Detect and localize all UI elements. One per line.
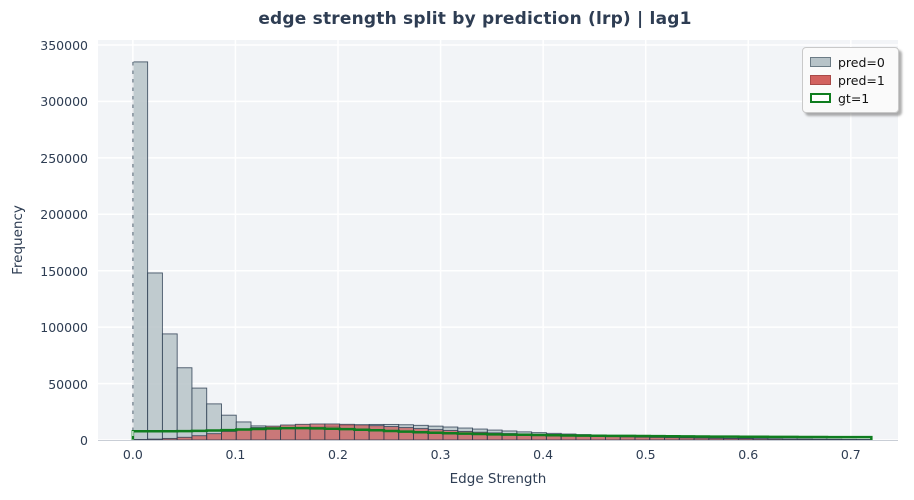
hist-bar-pred=1	[132, 438, 149, 440]
hist-bar-pred=1	[619, 436, 636, 440]
x-tick-label: 0.0	[122, 447, 143, 462]
y-tick-label: 150000	[40, 263, 88, 279]
hist-bar-pred=1	[235, 428, 252, 440]
legend-swatch-gt=1	[810, 93, 831, 103]
legend-swatch-pred=1	[810, 75, 831, 85]
hist-bar-pred=1	[826, 439, 843, 440]
hist-bar-pred=1	[339, 423, 355, 440]
y-tick-label: 350000	[40, 37, 88, 53]
hist-bar-pred=1	[811, 438, 828, 440]
hist-bar-pred=1	[206, 433, 222, 440]
x-tick-label: 0.4	[533, 447, 554, 462]
plot-area	[98, 40, 898, 441]
hist-bar-pred=1	[782, 438, 798, 440]
hist-bar-pred=1	[176, 436, 193, 440]
hist-bar-pred=1	[294, 423, 311, 440]
x-tick-label: 0.5	[635, 447, 656, 462]
y-tick-label: 300000	[40, 94, 88, 110]
hist-bar-pred=1	[723, 438, 739, 440]
hist-bar-pred=1	[324, 423, 341, 440]
hist-bar-pred=1	[427, 429, 444, 440]
hist-bar-pred=1	[737, 438, 754, 440]
hist-bar-pred=0	[147, 272, 163, 440]
hist-bar-pred=1	[147, 438, 163, 440]
y-tick-label: 200000	[40, 207, 88, 223]
hist-bar-pred=1	[221, 430, 237, 440]
hist-bar-pred=1	[708, 437, 725, 440]
hist-bar-pred=0	[191, 387, 208, 440]
hist-bar-pred=1	[442, 430, 459, 440]
hist-bar-pred=1	[368, 425, 385, 440]
hist-bar-pred=1	[605, 436, 621, 440]
y-tick-label: 100000	[40, 320, 88, 336]
legend: pred=0 pred=1 gt=1	[802, 47, 899, 113]
hist-bar-pred=1	[161, 437, 178, 440]
x-axis-label: Edge Strength	[449, 471, 547, 487]
y-tick-label: 50000	[48, 376, 88, 392]
histogram-canvas	[98, 40, 898, 440]
x-tick-label: 0.2	[328, 447, 348, 462]
hist-bar-pred=1	[634, 436, 651, 440]
x-tick-label: 0.3	[430, 447, 451, 462]
y-axis-ticks: 0 50000 100000 150000 200000 250000 300000 3500…	[0, 37, 88, 448]
x-axis-ticks: 0.0 0.1 0.2 0.3 0.4 0.5 0.6 0.7	[98, 447, 898, 463]
legend-label: gt=1	[838, 90, 870, 106]
y-tick-label: 0	[80, 433, 88, 448]
x-tick-label: 0.6	[738, 447, 759, 462]
x-tick-label: 0.7	[840, 447, 861, 462]
hist-bar-pred=1	[693, 437, 710, 440]
hist-bar-pred=1	[664, 437, 680, 440]
hist-bar-pred=0	[176, 367, 193, 440]
hist-bar-pred=1	[797, 438, 813, 440]
hist-bar-pred=1	[309, 423, 326, 440]
legend-label: pred=0	[838, 54, 885, 70]
hist-bar-pred=1	[413, 428, 429, 440]
hist-bar-pred=0	[132, 61, 149, 440]
hist-bar-pred=1	[752, 438, 769, 440]
legend-item: pred=1	[810, 71, 894, 89]
y-tick-label: 250000	[40, 150, 88, 166]
hist-bar-pred=1	[649, 436, 666, 440]
hist-bar-pred=1	[398, 427, 414, 440]
hist-bar-pred=1	[353, 424, 370, 440]
hist-bar-pred=1	[191, 435, 208, 440]
legend-label: pred=1	[838, 72, 885, 88]
hist-bar-pred=1	[767, 438, 784, 440]
x-tick-label: 0.1	[225, 447, 246, 462]
legend-swatch-pred=0	[810, 57, 831, 67]
chart-title: edge strength split by prediction (lrp) …	[258, 9, 692, 29]
hist-bar-pred=1	[383, 426, 400, 440]
hist-bar-pred=1	[678, 437, 695, 440]
hist-bar-pred=0	[161, 333, 178, 440]
legend-item: gt=1	[810, 89, 894, 107]
legend-item: pred=0	[810, 53, 894, 71]
step-outline-gt=1	[131, 426, 873, 440]
